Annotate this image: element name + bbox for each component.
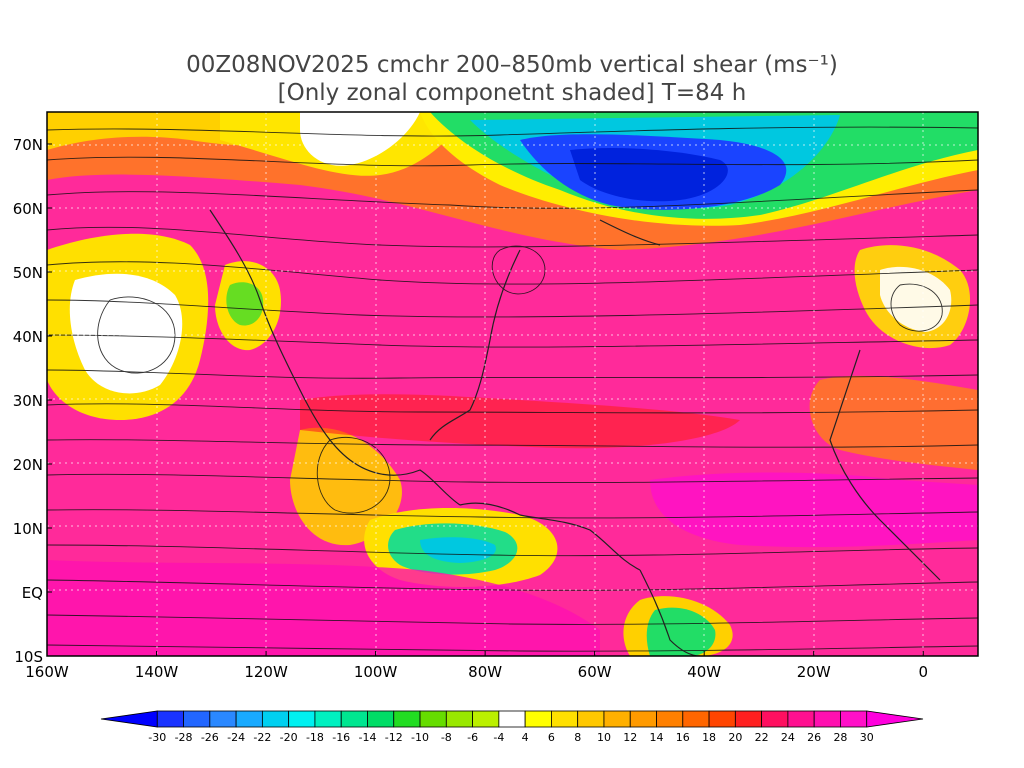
colorbar-swatch xyxy=(840,710,868,728)
graticule-layer xyxy=(47,112,978,656)
colorbar-swatch xyxy=(813,710,841,728)
colorbar-label: 14 xyxy=(650,731,664,744)
colorbar-swatch xyxy=(367,710,395,728)
colorbar-label: 12 xyxy=(623,731,637,744)
colorbar-swatch xyxy=(603,710,631,728)
colorbar-swatch xyxy=(761,710,789,728)
map-panel xyxy=(47,112,978,656)
colorbar-label: -20 xyxy=(280,731,298,744)
colorbar-label: 8 xyxy=(574,731,581,744)
colorbar-swatch xyxy=(787,710,815,728)
lat-label: EQ xyxy=(22,584,43,602)
colorbar-swatch xyxy=(314,710,342,728)
lon-label: 140W xyxy=(135,663,179,681)
colorbar-swatch xyxy=(445,710,473,728)
lon-label: 160W xyxy=(25,663,69,681)
longitude-axis: 160W 140W 120W 100W 80W 60W 40W 20W 0 xyxy=(25,651,928,681)
colorbar-label: 16 xyxy=(676,731,690,744)
colorbar-swatch xyxy=(734,710,763,728)
colorbar-swatch xyxy=(100,710,158,728)
colorbar-label: -22 xyxy=(253,731,271,744)
colorbar-label: -14 xyxy=(358,731,376,744)
lat-label: 20N xyxy=(13,456,43,474)
colorbar-swatch xyxy=(340,710,368,728)
colorbar-swatch xyxy=(629,710,657,728)
latitude-axis: 70N 60N 50N 40N 30N 20N 10N EQ 10S xyxy=(13,136,52,666)
colorbar-label: -18 xyxy=(306,731,324,744)
colorbar-swatch xyxy=(235,710,263,728)
colorbar-swatch xyxy=(261,710,290,728)
title-line-1: 00Z08NOV2025 cmchr 200–850mb vertical sh… xyxy=(186,52,838,78)
colorbar-swatch xyxy=(656,710,684,728)
colorbar-label: -6 xyxy=(467,731,478,744)
colorbar-label: 22 xyxy=(755,731,769,744)
colorbar-label: -10 xyxy=(411,731,429,744)
colorbar-swatch xyxy=(682,710,710,728)
lat-label: 40N xyxy=(13,328,43,346)
colorbar-label: 30 xyxy=(860,731,874,744)
colorbar-swatch xyxy=(866,710,924,728)
colorbar-label: 18 xyxy=(702,731,716,744)
colorbar-swatch xyxy=(577,710,605,728)
lat-label: 60N xyxy=(13,200,43,218)
colorbar-label: 4 xyxy=(522,731,529,744)
colorbar-label: -16 xyxy=(332,731,350,744)
lat-label: 30N xyxy=(13,392,43,410)
coastlines-layer xyxy=(209,209,941,656)
colorbar-label: -24 xyxy=(227,731,245,744)
colorbar-swatch xyxy=(524,710,552,728)
lon-label: 40W xyxy=(687,663,721,681)
lon-label: 20W xyxy=(797,663,831,681)
colorbar-swatch xyxy=(472,710,500,728)
colorbar-swatch xyxy=(393,710,421,728)
map-frame xyxy=(46,111,979,657)
lat-label: 70N xyxy=(13,136,43,154)
colorbar-label: -4 xyxy=(493,731,504,744)
lon-label: 100W xyxy=(354,663,398,681)
lon-label: 80W xyxy=(468,663,502,681)
colorbar-label: 28 xyxy=(833,731,847,744)
lat-label: 50N xyxy=(13,264,43,282)
colorbar-swatch xyxy=(708,710,736,728)
colorbar-label: 10 xyxy=(597,731,611,744)
colorbar-label: -8 xyxy=(441,731,452,744)
colorbar-swatch xyxy=(209,710,237,728)
colorbar-label: 6 xyxy=(548,731,555,744)
title-line-2: [Only zonal componetnt shaded] T=84 h xyxy=(278,80,747,106)
colorbar-label: -12 xyxy=(385,731,403,744)
colorbar-label: -28 xyxy=(175,731,193,744)
colorbar-label: 24 xyxy=(781,731,795,744)
streamlines-layer xyxy=(47,126,978,652)
colorbar-label: -26 xyxy=(201,731,219,744)
colorbar-swatch xyxy=(288,710,316,728)
colorbar-swatch xyxy=(419,710,447,728)
colorbar-swatch xyxy=(551,710,579,728)
lon-label: 60W xyxy=(578,663,612,681)
lat-label: 10S xyxy=(14,648,43,666)
colorbar: -30 -28 -26 -24 -22 -20 -18 -16 -14 -12 -10 -8 -6 -4 4… xyxy=(100,710,924,744)
colorbar-swatch xyxy=(498,710,526,728)
colorbar-swatch xyxy=(156,710,184,728)
colorbar-label: 20 xyxy=(728,731,742,744)
colorbar-swatch xyxy=(183,710,211,728)
lon-label: 120W xyxy=(244,663,288,681)
colorbar-label: 26 xyxy=(807,731,821,744)
colorbar-label: -30 xyxy=(148,731,166,744)
lon-label: 0 xyxy=(918,663,928,681)
lat-label: 10N xyxy=(13,520,43,538)
